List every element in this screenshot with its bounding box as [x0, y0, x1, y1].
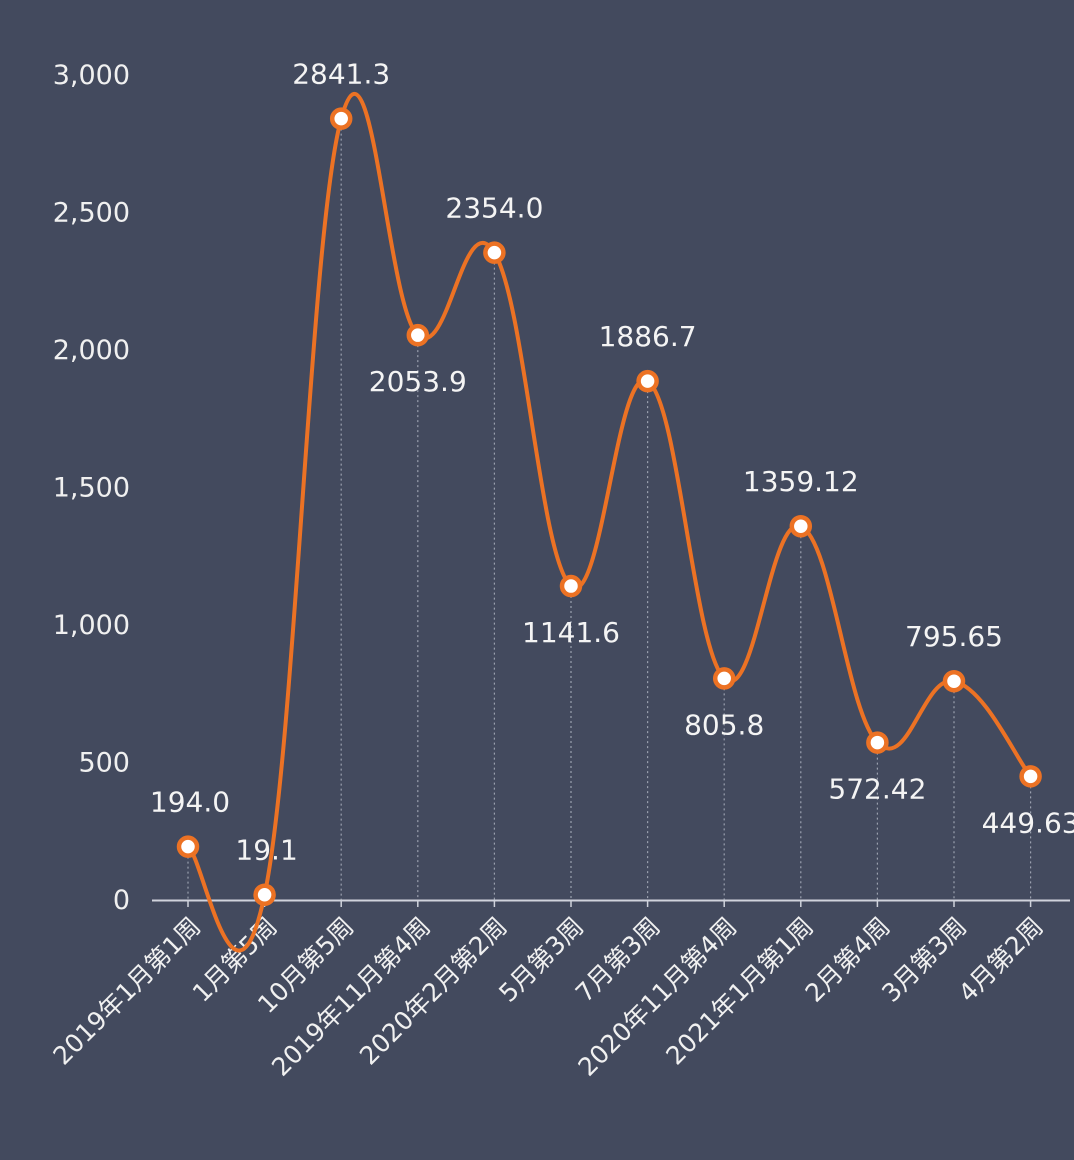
data-label: 449.63	[982, 806, 1074, 839]
y-tick-label: 2,500	[53, 198, 130, 229]
data-points	[176, 107, 1042, 906]
data-label: 1886.7	[599, 320, 697, 353]
series-line	[186, 92, 1033, 953]
data-label: 2053.9	[369, 365, 467, 398]
data-point[interactable]	[329, 107, 353, 130]
y-tick-label: 500	[78, 748, 130, 779]
x-tick-label: 2019年1月第1周	[48, 912, 207, 1071]
data-point[interactable]	[1019, 765, 1042, 788]
data-label: 1141.6	[522, 616, 620, 649]
data-label: 2354.0	[445, 192, 543, 225]
x-tick-labels: 2019年1月第1周1月第5周10月第5周2019年11月第4周2020年2月第…	[48, 912, 1049, 1082]
data-point[interactable]	[176, 835, 200, 858]
data-point[interactable]	[406, 323, 430, 347]
data-label: 795.65	[905, 620, 1003, 653]
y-tick-labels: 0 500 1,000 1,500 2,000 2,500 3,000	[53, 60, 130, 916]
x-tick-label: 2020年2月第2周	[354, 912, 513, 1071]
drop-lines	[187, 118, 1032, 900]
data-point[interactable]	[866, 731, 889, 754]
axes	[152, 899, 1070, 907]
data-label: 19.1	[235, 834, 297, 867]
data-label: 1359.12	[743, 465, 859, 498]
data-labels: 194.019.1 2841.3 2053.9 2354.0 1141.6 1886.7 8…	[150, 58, 1074, 867]
y-tick-label: 3,000	[53, 60, 130, 91]
y-tick-label: 1,500	[53, 473, 130, 504]
data-point[interactable]	[636, 369, 659, 393]
data-point[interactable]	[253, 883, 276, 906]
data-point[interactable]	[483, 241, 506, 264]
data-label: 194.0	[150, 786, 230, 819]
data-point[interactable]	[789, 514, 813, 538]
data-label: 805.8	[684, 708, 764, 741]
data-label: 572.42	[828, 773, 926, 806]
x-tick-label: 4月第2周	[953, 912, 1049, 1008]
data-label: 2841.3	[292, 58, 390, 91]
data-point[interactable]	[712, 667, 736, 690]
x-tick-label: 2021年1月第1周	[660, 912, 819, 1071]
y-tick-label: 1,000	[53, 610, 130, 641]
series-line-group	[186, 92, 1033, 953]
data-point[interactable]	[942, 669, 966, 693]
y-tick-label: 2,000	[53, 335, 130, 366]
y-tick-label: 0	[113, 885, 130, 916]
data-point[interactable]	[559, 574, 583, 598]
